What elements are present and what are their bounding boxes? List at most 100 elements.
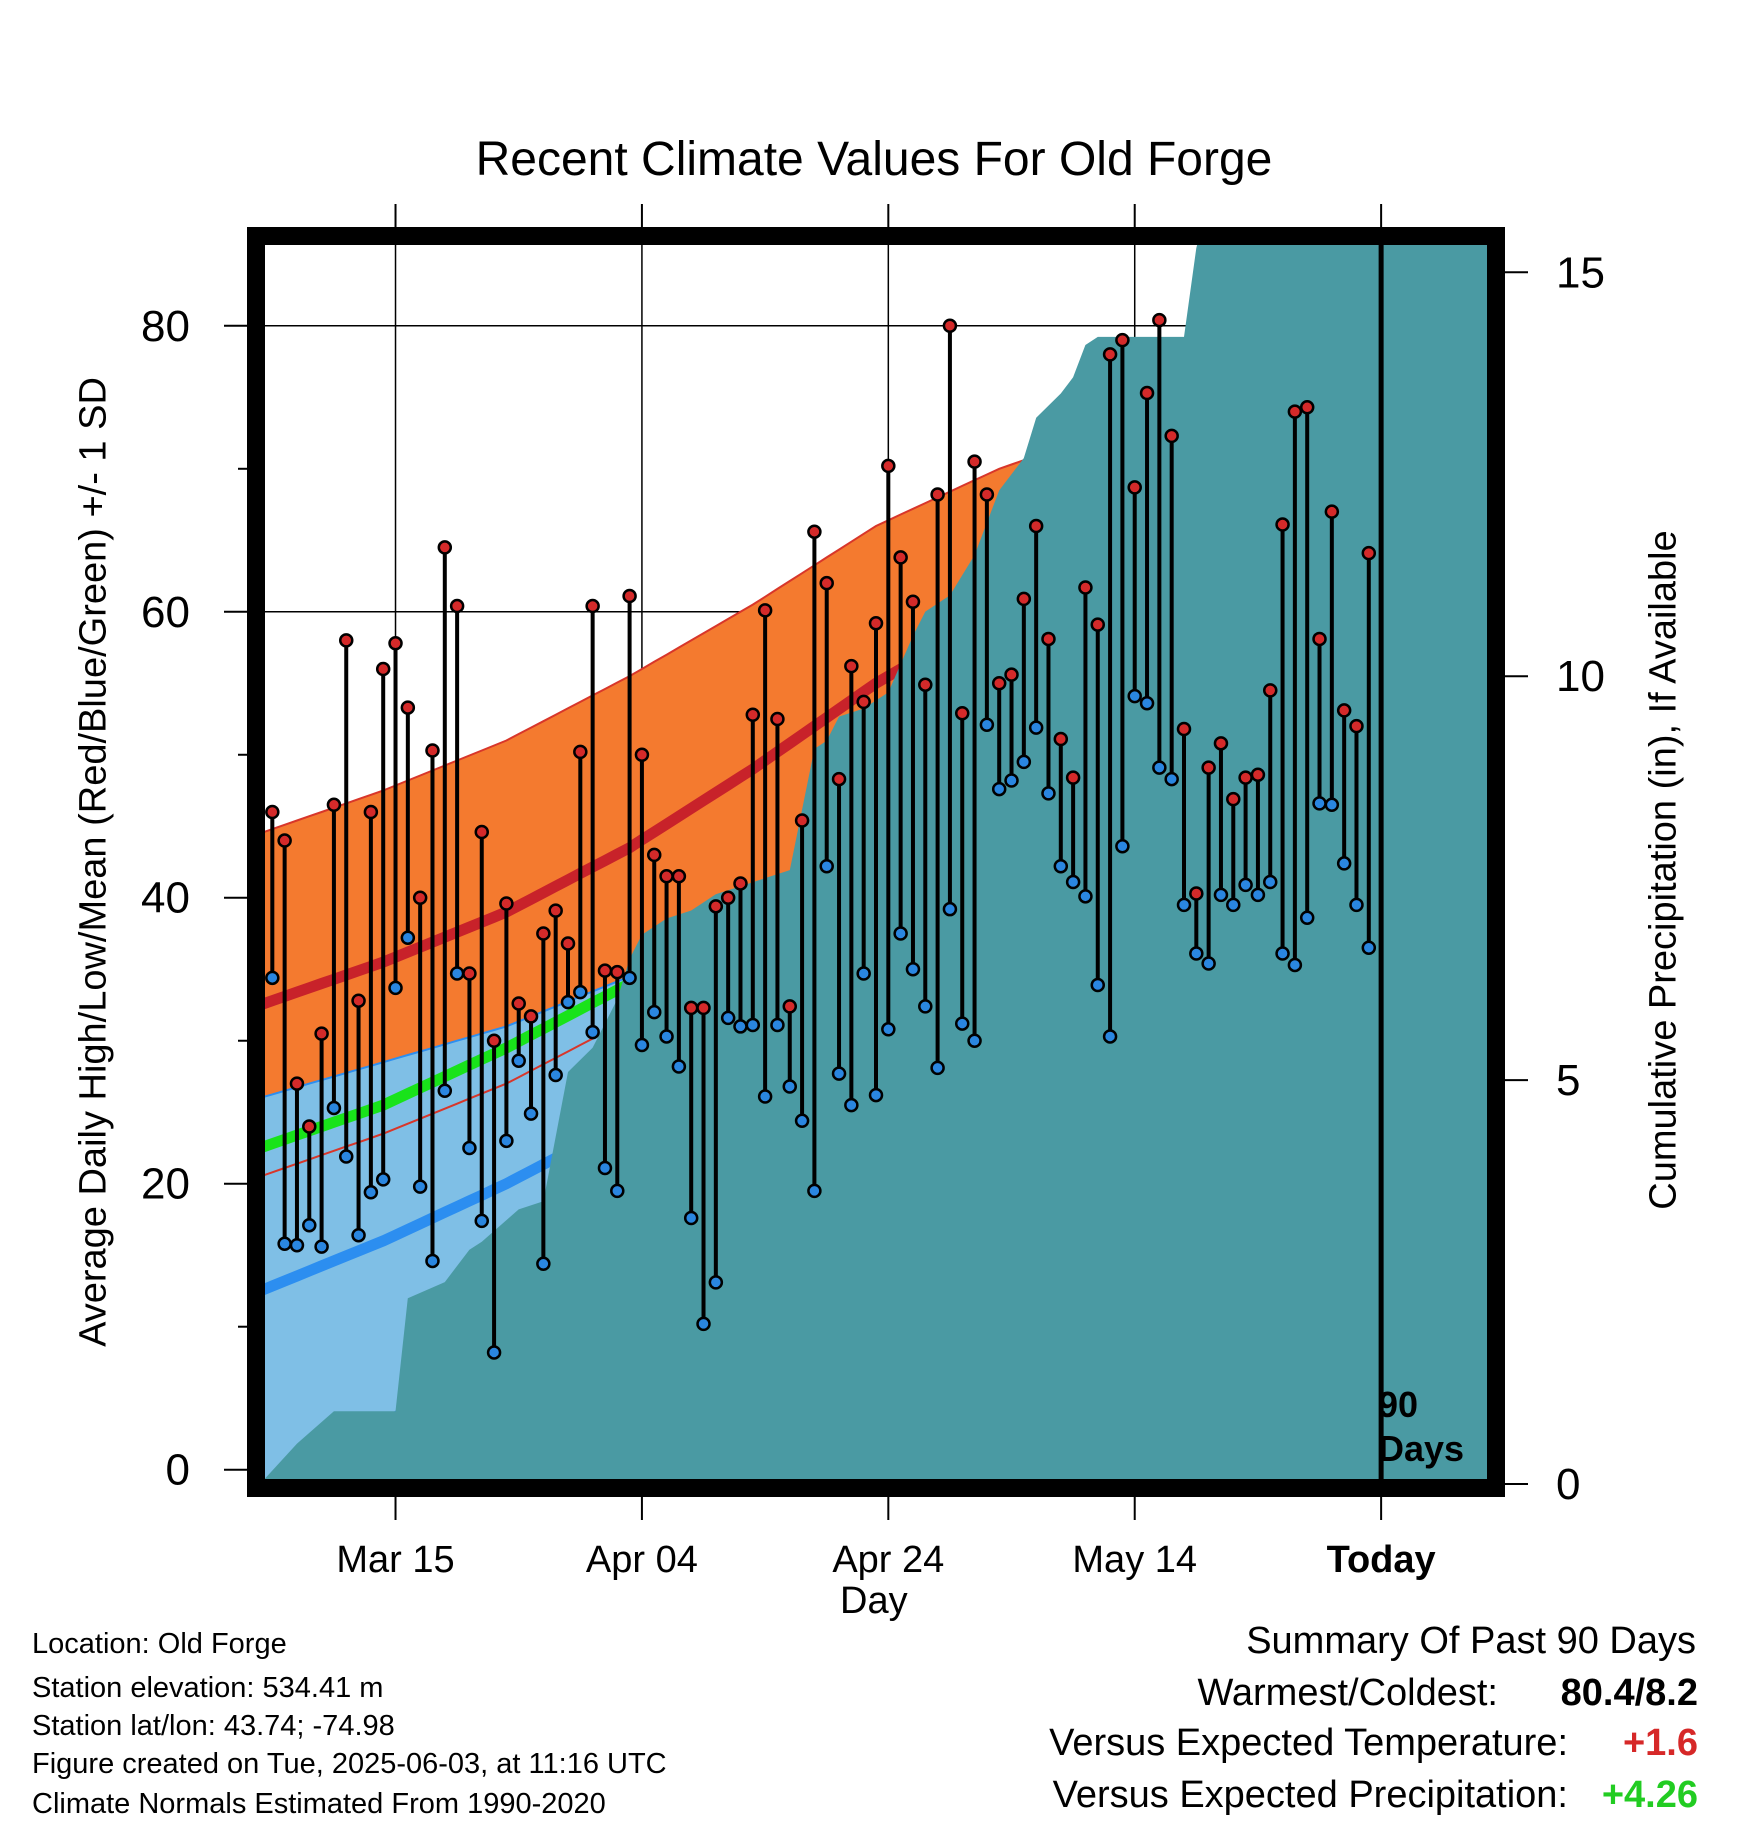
chart-title: Recent Climate Values For Old Forge — [475, 133, 1273, 186]
high-point — [289, 1076, 305, 1091]
low-point — [425, 1253, 440, 1269]
high-point — [844, 658, 859, 674]
high-point — [1361, 545, 1377, 561]
low-point — [1176, 897, 1192, 913]
low-point — [499, 1133, 514, 1149]
info-latlon: Station lat/lon: 43.74; -74.98 — [32, 1710, 395, 1742]
high-point — [511, 996, 526, 1011]
low-point — [1016, 754, 1032, 770]
low-point — [831, 1066, 847, 1081]
low-point — [486, 1345, 502, 1360]
high-point — [351, 993, 366, 1008]
high-point — [979, 487, 995, 502]
high-point — [1324, 504, 1340, 519]
high-point — [1016, 591, 1032, 607]
low-point — [302, 1217, 317, 1233]
low-point — [1189, 946, 1204, 961]
low-point — [1004, 773, 1019, 788]
low-point — [289, 1237, 305, 1253]
precip-vs-expected-label: Versus Expected Precipitation: — [1052, 1774, 1568, 1816]
high-point — [893, 550, 908, 565]
low-point — [1139, 696, 1155, 711]
low-point — [1238, 877, 1253, 893]
high-point — [745, 707, 761, 722]
low-point — [757, 1089, 773, 1104]
low-point — [363, 1185, 379, 1200]
warmest-coldest-value: 80.4/8.2 — [1560, 1672, 1698, 1714]
low-point — [1164, 771, 1179, 787]
low-point — [942, 901, 958, 917]
low-point — [881, 1022, 896, 1037]
low-point — [511, 1053, 526, 1069]
low-point — [745, 1017, 761, 1033]
low-point — [782, 1079, 798, 1094]
x-tick-label: Apr 04 — [586, 1539, 698, 1581]
low-point — [536, 1256, 551, 1272]
low-point — [893, 926, 908, 941]
low-point — [1262, 874, 1278, 890]
high-point — [905, 594, 921, 610]
high-point — [646, 847, 662, 863]
high-point — [1053, 731, 1069, 747]
plot-border — [247, 227, 1505, 1497]
low-point — [856, 966, 871, 981]
low-point — [523, 1106, 539, 1121]
low-point — [868, 1087, 884, 1103]
low-point — [807, 1183, 822, 1199]
low-point — [560, 994, 576, 1010]
high-point — [856, 694, 871, 710]
low-point — [967, 1033, 982, 1048]
high-point — [1287, 404, 1303, 419]
high-point — [991, 676, 1007, 691]
high-point — [1139, 385, 1155, 401]
low-point — [1078, 889, 1093, 904]
low-point — [1349, 897, 1364, 913]
high-point — [1127, 480, 1142, 495]
high-point — [1078, 580, 1093, 595]
high-point — [548, 903, 563, 918]
low-point — [991, 781, 1007, 797]
high-point — [1213, 736, 1229, 751]
y-tick-label: 80 — [141, 302, 190, 351]
high-point — [1299, 400, 1315, 415]
high-point — [560, 936, 576, 951]
high-point — [400, 700, 416, 715]
low-point — [338, 1149, 354, 1164]
low-point — [770, 1017, 785, 1033]
high-point — [1262, 683, 1278, 698]
high-point — [1152, 312, 1167, 328]
high-point — [1102, 347, 1118, 362]
y2-tick-label: 15 — [1556, 248, 1605, 297]
high-point — [1275, 517, 1290, 532]
daily-points — [265, 312, 1377, 1360]
temp-vs-expected-label: Versus Expected Temperature: — [1049, 1722, 1568, 1764]
low-point — [326, 1100, 342, 1116]
low-point — [573, 984, 588, 1000]
high-point — [585, 598, 600, 614]
low-point — [1152, 760, 1167, 775]
low-point — [671, 1059, 687, 1074]
low-point — [388, 980, 403, 996]
low-point — [375, 1172, 391, 1187]
high-point — [536, 926, 551, 941]
high-point — [1090, 617, 1106, 632]
low-point — [708, 1275, 724, 1290]
high-point — [782, 999, 798, 1014]
low-point — [819, 859, 834, 874]
low-point — [265, 970, 280, 986]
low-point — [1336, 856, 1352, 871]
low-point — [1299, 910, 1315, 926]
high-point — [671, 869, 687, 884]
high-point — [733, 876, 748, 891]
low-point — [634, 1037, 650, 1053]
daily-range-stems — [270, 320, 1371, 1353]
info-location: Location: Old Forge — [32, 1628, 287, 1660]
high-point — [573, 744, 588, 760]
low-point — [400, 930, 416, 946]
precip-vs-expected-value: +4.26 — [1601, 1774, 1698, 1816]
high-point — [683, 1000, 699, 1016]
plot-frame — [247, 227, 1505, 1497]
high-point — [1115, 332, 1130, 348]
high-point — [1028, 518, 1044, 534]
